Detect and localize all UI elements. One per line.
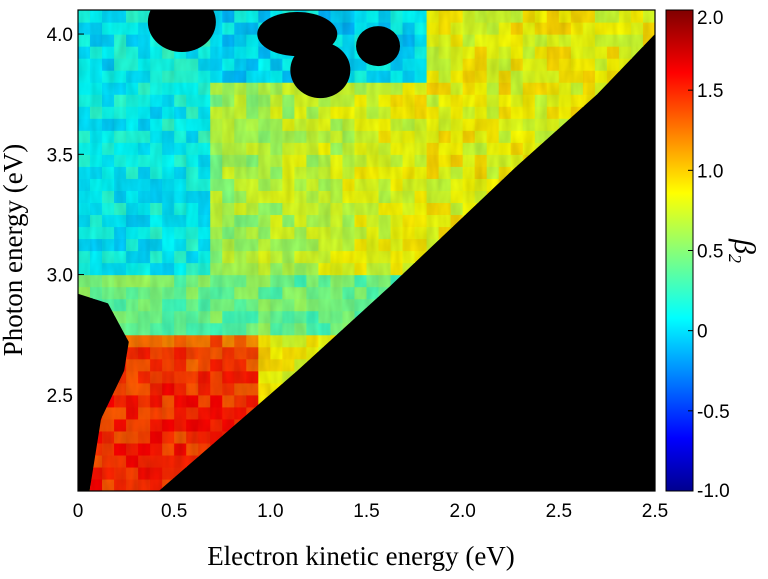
- x-axis: 0 0.5 1.0 1.5 2.0 2.5 2.5: [73, 485, 668, 522]
- colorbar-tick-label: -1.0: [697, 481, 730, 502]
- x-tick-label: 2.5: [546, 501, 572, 522]
- y-axis: 2.5 3.0 3.5 4.0: [47, 25, 84, 407]
- y-tick-label: 3.5: [47, 145, 73, 166]
- x-axis-label: Electron kinetic energy (eV): [207, 541, 515, 571]
- y-tick-label: 2.5: [47, 386, 73, 407]
- colorbar-tick-label: 1.0: [697, 161, 723, 182]
- colorbar-label: β2: [725, 238, 761, 263]
- colorbar-tick-label: -0.5: [697, 402, 730, 423]
- colorbar-tick-label: 2.0: [697, 8, 723, 29]
- x-tick-label: 1.0: [257, 501, 283, 522]
- x-tick-label: 0.5: [161, 501, 187, 522]
- colorbar-tick-label: 0.5: [697, 242, 723, 263]
- x-tick-label: 0: [73, 501, 84, 522]
- colorbar: -1.0 -0.5 0 0.5 1.0 1.5 2.0 β2: [665, 8, 761, 502]
- plot-area: [78, 10, 655, 491]
- no-data-region: [147, 10, 216, 53]
- colorbar-tick-label: 1.5: [697, 81, 723, 102]
- y-tick-label: 3.0: [47, 266, 73, 287]
- y-axis-label: Photon energy (eV): [0, 144, 28, 356]
- colorbar-label-subscript: 2: [725, 254, 745, 263]
- colorbar-tick-label: 0: [697, 322, 708, 343]
- x-tick-label: 2.0: [449, 501, 475, 522]
- y-tick-label: 4.0: [47, 25, 73, 46]
- x-tick-label: 2.5: [642, 501, 668, 522]
- no-data-region: [290, 42, 351, 99]
- colorbar-label-symbol: β: [728, 238, 761, 254]
- colorbar-ticks: -1.0 -0.5 0 0.5 1.0 1.5 2.0: [688, 8, 730, 502]
- x-tick-label: 1.5: [353, 501, 379, 522]
- no-data-region: [356, 26, 401, 67]
